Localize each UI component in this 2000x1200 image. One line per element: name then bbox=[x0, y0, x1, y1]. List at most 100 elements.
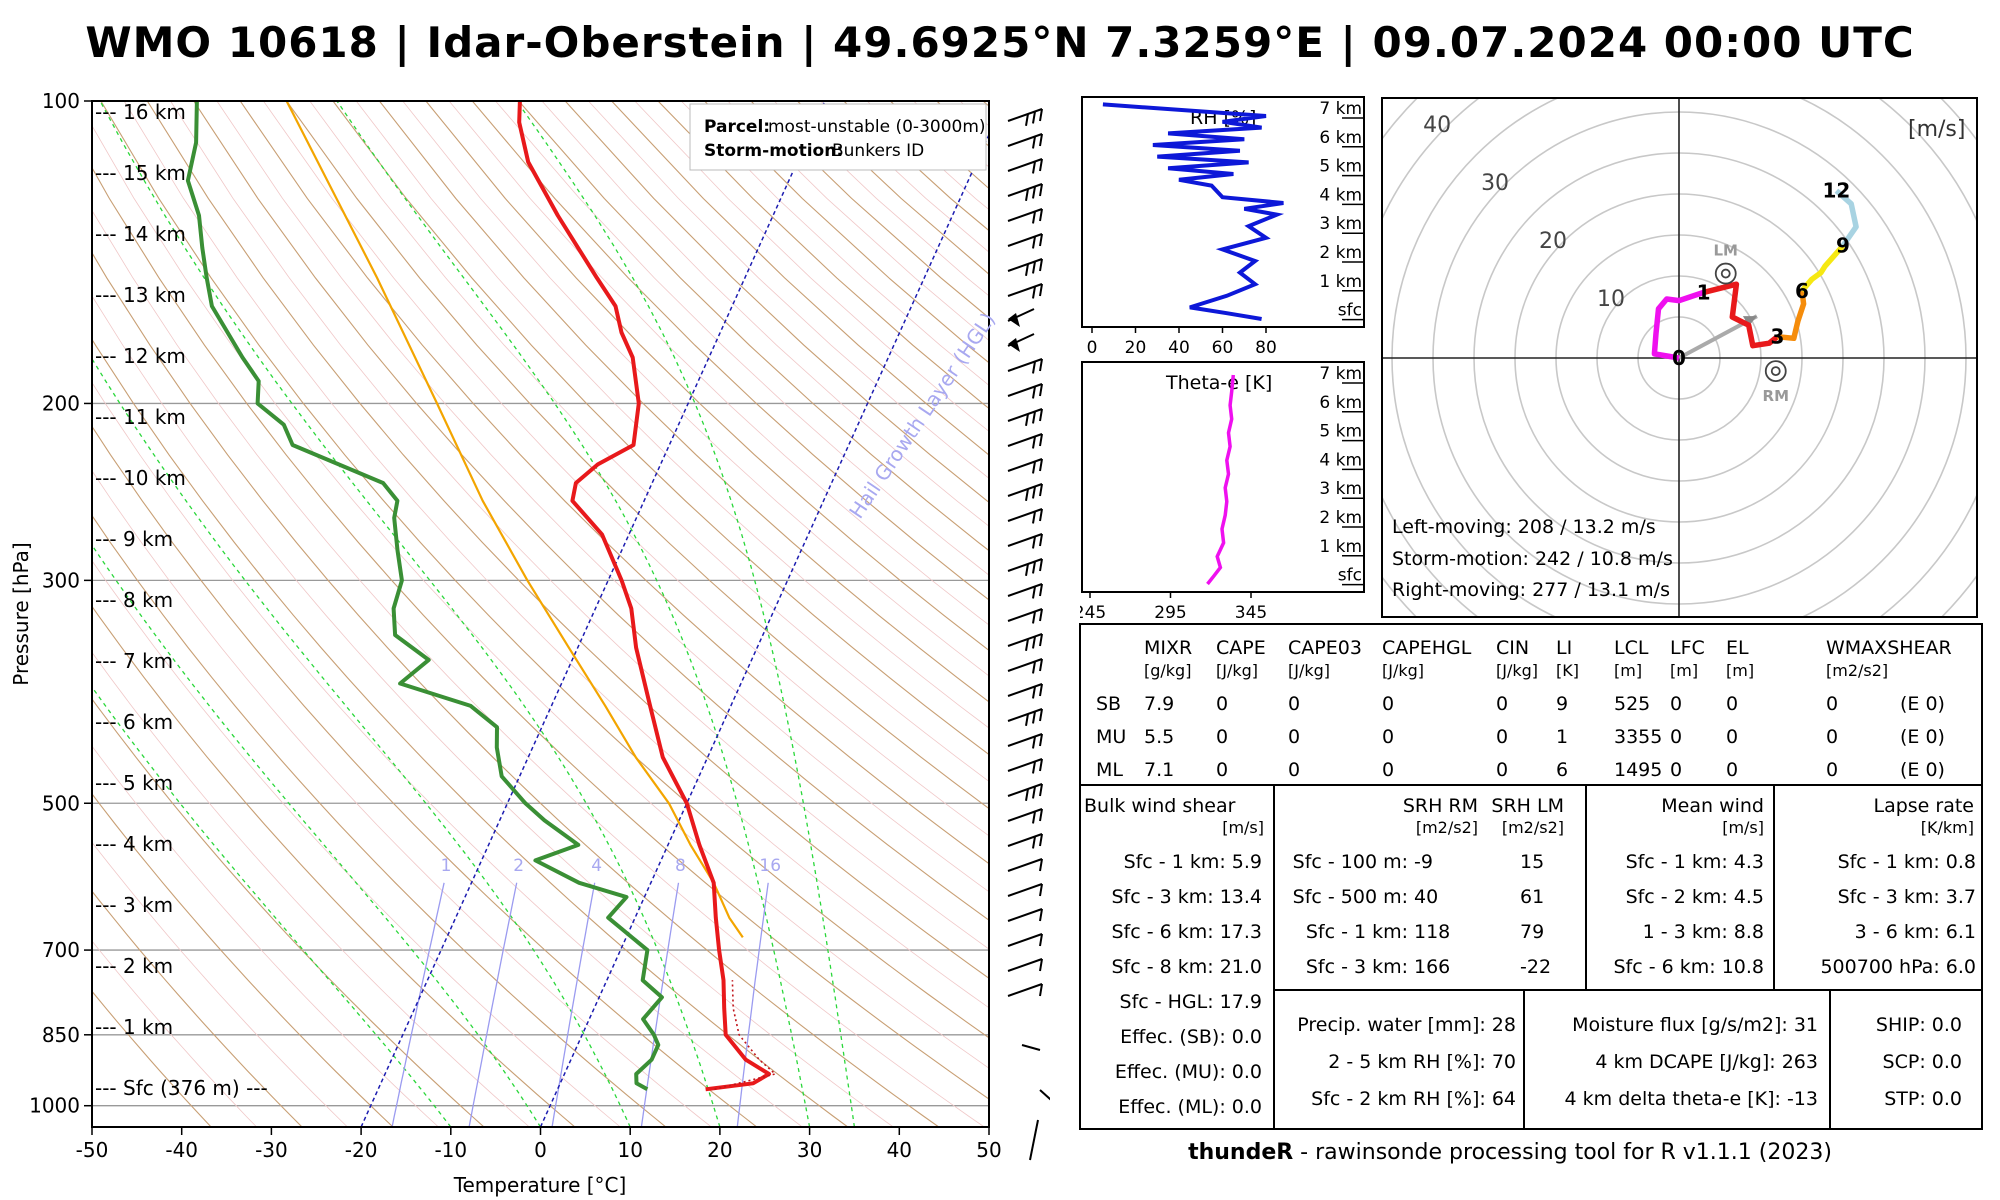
barb-flag bbox=[1039, 433, 1043, 447]
mixing-ratio-label: 4 bbox=[591, 856, 602, 876]
bulk-wind-shear-block: Bulk wind shear[m/s] Sfc - 1 km: 5.9 Sfc -… bbox=[1084, 795, 1264, 1118]
dry-adiabat-line bbox=[239, 101, 989, 865]
indices-unit: [J/kg] bbox=[1496, 661, 1538, 680]
skew-t-chart: 1 2 4 8 16 -50 -40 -30 -20 -10 0 10 20 30 40 50 100 200 30… bbox=[9, 89, 1050, 1197]
srh-lm-header: SRH LM bbox=[1491, 795, 1564, 817]
height-label: --- 12 km bbox=[95, 344, 186, 368]
barb-flag bbox=[1039, 383, 1043, 397]
hodograph-hour-label: 9 bbox=[1836, 234, 1850, 258]
wind-barb bbox=[1007, 658, 1043, 674]
dry-adiabat-minor-line bbox=[634, 101, 989, 432]
barb-flag bbox=[1032, 186, 1036, 199]
hodograph-segment bbox=[1799, 243, 1846, 293]
barb-flag bbox=[1039, 933, 1043, 947]
dry-adiabat-minor-line bbox=[216, 101, 989, 893]
height-label: --- 16 km bbox=[95, 100, 186, 124]
x-tick-label: -30 bbox=[255, 1138, 288, 1162]
barb-flag bbox=[1032, 436, 1036, 449]
wind-barb bbox=[1007, 483, 1043, 501]
hgl-boundary-line bbox=[360, 101, 826, 1127]
mean-wind-unit: [m/s] bbox=[1722, 818, 1764, 837]
dry-adiabat-minor-line bbox=[170, 101, 989, 950]
wind-barb bbox=[1007, 608, 1043, 624]
indices-row-label: MU bbox=[1096, 726, 1126, 748]
dry-adiabat-minor-line bbox=[263, 101, 989, 837]
barb-flag bbox=[1039, 108, 1043, 122]
rh-x-tick-label: 80 bbox=[1255, 338, 1277, 358]
indices-unit: [m] bbox=[1614, 661, 1642, 680]
dry-adiabat-line bbox=[425, 101, 989, 652]
indices-cell: 0 bbox=[1670, 759, 1682, 781]
y-tick-label: 1000 bbox=[29, 1094, 80, 1118]
barb-flag bbox=[1025, 563, 1029, 576]
srh-lm-unit: [m2/s2] bbox=[1502, 818, 1564, 837]
barb-flag bbox=[1039, 283, 1043, 297]
y-tick-label: 300 bbox=[42, 568, 80, 592]
composite-row: SCP: 0.0 bbox=[1883, 1051, 1962, 1073]
y-axis-label: Pressure [hPa] bbox=[9, 542, 33, 685]
indices-cell: 0 bbox=[1382, 759, 1394, 781]
barb-staff bbox=[1007, 508, 1043, 522]
wind-barbs bbox=[1007, 108, 1050, 1161]
wind-barb bbox=[1007, 283, 1043, 299]
hodograph-segment bbox=[1777, 290, 1807, 342]
hodograph-hour-label: 6 bbox=[1795, 279, 1809, 303]
barb-flag bbox=[1039, 758, 1043, 772]
indices-unit: [m] bbox=[1670, 661, 1698, 680]
y-tick-label: 100 bbox=[42, 89, 80, 113]
legend-storm-key: Storm-motion: bbox=[704, 141, 843, 161]
srh-row-label: Sfc - 3 km: bbox=[1306, 956, 1408, 978]
barb-flag bbox=[1032, 161, 1036, 174]
rh-km-label: 3 km bbox=[1319, 214, 1362, 234]
wind-barb bbox=[1007, 758, 1043, 774]
indices-cell: 0 bbox=[1216, 759, 1228, 781]
x-axis-label: Temperature [°C] bbox=[453, 1173, 627, 1197]
srh-rm-unit: [m2/s2] bbox=[1416, 818, 1478, 837]
indices-header: MIXR bbox=[1144, 637, 1192, 659]
dry-adiabat-line bbox=[982, 101, 989, 107]
mean-wind-row: Sfc - 2 km: 4.5 bbox=[1626, 886, 1764, 908]
wind-barb bbox=[1007, 933, 1043, 947]
moist-adiabat-line bbox=[92, 544, 542, 1127]
mean-wind-title: Mean wind bbox=[1661, 795, 1764, 817]
lapse-rate-block: Lapse rate[K/km] Sfc - 1 km: 0.8 Sfc - 3 k… bbox=[1820, 795, 1976, 978]
srh-row-label: Sfc - 500 m: bbox=[1293, 886, 1408, 908]
wind-barb bbox=[1007, 508, 1043, 524]
x-tick-label: -50 bbox=[76, 1138, 109, 1162]
wind-barb bbox=[1007, 308, 1035, 327]
wind-barb bbox=[1007, 558, 1043, 576]
temperature-line bbox=[517, 101, 771, 1092]
y-tick-label: 700 bbox=[42, 938, 80, 962]
barb-flag bbox=[1025, 413, 1029, 426]
height-label: --- 6 km bbox=[95, 710, 173, 734]
srh-rm-value: 40 bbox=[1414, 886, 1438, 908]
indices-unit: [J/kg] bbox=[1216, 661, 1258, 680]
barb-flag bbox=[1039, 358, 1043, 372]
wind-barb bbox=[1007, 133, 1043, 149]
dry-adiabat-minor-line bbox=[92, 124, 989, 1069]
composite-row: SHIP: 0.0 bbox=[1876, 1014, 1962, 1036]
barb-pennant bbox=[1008, 338, 1020, 352]
barb-flag bbox=[1032, 361, 1036, 374]
theta-e-km-label: sfc bbox=[1338, 566, 1362, 586]
skew-t-legend: Parcel: most-unstable (0-3000m) Storm-mo… bbox=[689, 103, 987, 171]
barb-staff bbox=[1007, 158, 1043, 172]
y-tick-label: 200 bbox=[42, 391, 80, 415]
wind-barb bbox=[1007, 333, 1035, 352]
wind-barb bbox=[1007, 208, 1043, 224]
theta-e-series-line bbox=[1206, 374, 1236, 586]
lapse-row: Sfc - 3 km: 3.7 bbox=[1838, 886, 1976, 908]
rh-km-label: 7 km bbox=[1319, 99, 1362, 119]
hodograph-ring-label: 10 bbox=[1597, 287, 1625, 312]
indices-cell: 0 bbox=[1726, 759, 1738, 781]
dry-adiabat-line bbox=[193, 101, 989, 921]
dry-adiabat-line bbox=[92, 338, 849, 1127]
legend-storm-value: Bunkers ID bbox=[832, 141, 924, 161]
bulk-row: Effec. (SB): 0.0 bbox=[1120, 1026, 1262, 1048]
hodograph-hour-label: 12 bbox=[1823, 179, 1851, 203]
wind-barb bbox=[1007, 358, 1043, 374]
indices-header: WMAXSHEAR bbox=[1826, 637, 1952, 659]
barb-flag bbox=[1039, 483, 1043, 497]
flux-row: Moisture flux [g/s/m2]: 31 bbox=[1572, 1014, 1818, 1036]
dry-adiabat-minor-line bbox=[448, 101, 989, 626]
